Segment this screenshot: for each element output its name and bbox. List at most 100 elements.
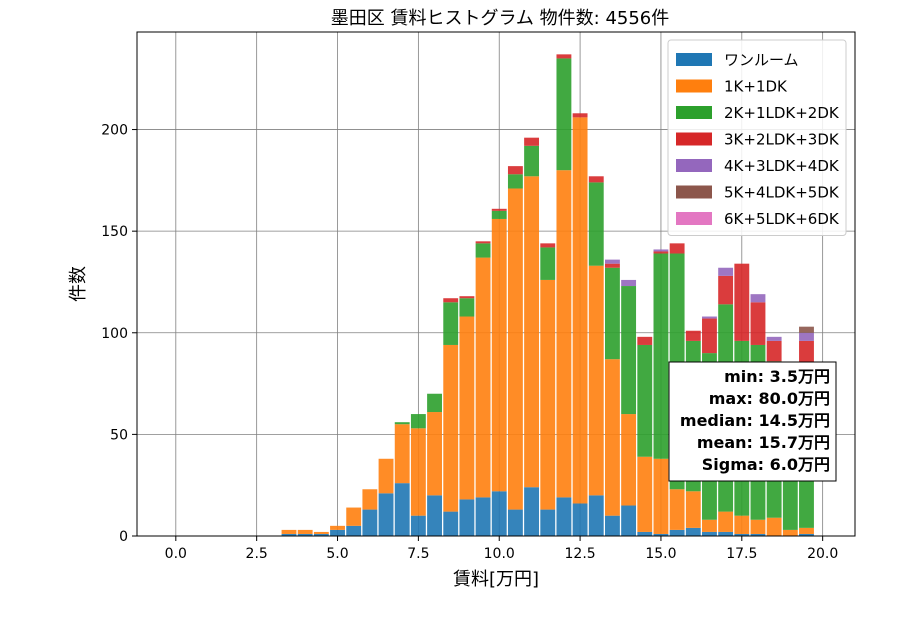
bar-segment xyxy=(702,531,717,536)
x-tick-label: 2.5 xyxy=(246,546,268,562)
bar-segment xyxy=(604,263,620,268)
bar-segment xyxy=(621,286,637,415)
legend-label: 4K+3LDK+4DK xyxy=(724,157,840,175)
bar-segment xyxy=(702,318,717,354)
legend-swatch xyxy=(676,79,712,93)
y-tick-label: 150 xyxy=(101,224,128,240)
bar-segment xyxy=(637,344,653,457)
bar-segment xyxy=(685,491,701,528)
x-tick-label: 20.0 xyxy=(807,546,838,562)
bar-segment xyxy=(427,412,442,496)
bar-segment xyxy=(621,505,637,536)
bar-segment xyxy=(604,515,620,536)
bar-segment xyxy=(718,267,734,276)
bar-segment xyxy=(491,218,507,492)
x-tick-label: 10.0 xyxy=(484,546,515,562)
bar-segment xyxy=(637,531,653,536)
legend-swatch xyxy=(676,106,712,119)
legend-label: 6K+5LDK+6DK xyxy=(724,210,840,228)
bar-segment xyxy=(653,458,669,534)
bar-segment xyxy=(459,499,475,536)
y-tick-label: 100 xyxy=(101,326,128,342)
bar-segment xyxy=(459,298,475,317)
bar-segment xyxy=(556,170,572,498)
chart-title: 墨田区 賃料ヒストグラム 物件数: 4556件 xyxy=(331,8,670,29)
bar-segment xyxy=(427,393,442,413)
bar-segment xyxy=(734,533,750,536)
bar-segment xyxy=(443,298,459,303)
legend-swatch xyxy=(676,159,712,172)
x-tick-label: 7.5 xyxy=(407,546,429,562)
bar-segment xyxy=(540,243,556,248)
bar-segment xyxy=(491,491,507,536)
stats-frame xyxy=(668,361,837,482)
bar-segment xyxy=(653,251,669,254)
bar-segment xyxy=(427,495,442,536)
bar-segment xyxy=(362,509,378,536)
stats-line: median: 14.5万円 xyxy=(680,411,830,430)
bar-segment xyxy=(588,176,604,183)
bar-segment xyxy=(588,182,604,266)
y-axis-ticks: 0 50 100 150 200 xyxy=(101,123,137,545)
bar-segment xyxy=(540,509,556,536)
bar-segment xyxy=(475,241,491,244)
bar-segment xyxy=(799,533,814,536)
bar-segment xyxy=(734,263,750,341)
bar-segment xyxy=(524,176,540,488)
bar-segment xyxy=(443,302,459,345)
bar-segment xyxy=(297,533,313,536)
legend-frame xyxy=(667,39,847,236)
bar-segment xyxy=(281,529,297,534)
bar-segment xyxy=(718,511,734,532)
bar-segment xyxy=(750,519,766,534)
stats-line: max: 80.0万円 xyxy=(709,389,830,408)
x-tick-label: 5.0 xyxy=(326,546,348,562)
x-tick-label: 15.0 xyxy=(645,546,676,562)
bar-segment xyxy=(637,456,653,532)
stats-line: min: 3.5万円 xyxy=(724,367,830,386)
bar-segment xyxy=(621,279,637,287)
bar-segment xyxy=(330,525,345,530)
bar-segment xyxy=(604,267,620,360)
bar-segment xyxy=(604,259,620,264)
bar-segment xyxy=(750,302,766,345)
bar-segment xyxy=(507,509,523,536)
bar-segment xyxy=(799,527,814,534)
bar-segment xyxy=(410,414,426,429)
bar-segment xyxy=(556,497,572,536)
bar-segment xyxy=(524,145,540,177)
bar-segment xyxy=(588,495,604,536)
x-tick-label: 0.0 xyxy=(165,546,187,562)
bar-segment xyxy=(475,257,491,498)
plot-frame xyxy=(136,31,856,537)
bar-segment xyxy=(556,54,572,59)
bar-segment xyxy=(556,58,572,171)
x-axis-label: 賃料[万円] xyxy=(453,569,539,590)
bar-segment xyxy=(685,330,701,341)
y-axis-label: 件数 xyxy=(68,266,89,302)
bar-segment xyxy=(669,529,685,536)
bar-segment xyxy=(799,332,814,341)
bar-segment xyxy=(297,529,313,534)
bar-segment xyxy=(750,294,766,303)
bar-segment xyxy=(540,279,556,510)
bar-segment xyxy=(572,113,588,118)
bar-segment xyxy=(507,166,523,175)
bar-segment xyxy=(750,533,766,536)
bar-segment xyxy=(507,174,523,189)
bar-segment xyxy=(718,531,734,536)
bar-segment xyxy=(782,529,798,536)
legend-label: ワンルーム xyxy=(724,51,799,69)
bar-segment xyxy=(475,497,491,536)
bar-segment xyxy=(702,519,717,532)
bar-segment xyxy=(330,529,345,536)
legend-label: 3K+2LDK+3DK xyxy=(724,131,840,149)
bar-segment xyxy=(653,533,669,536)
bar-segment xyxy=(653,253,669,459)
bar-segment xyxy=(346,525,362,536)
bar-segment xyxy=(491,210,507,219)
x-tick-label: 12.5 xyxy=(565,546,596,562)
bar-segment xyxy=(459,316,475,500)
bar-segment xyxy=(410,515,426,536)
